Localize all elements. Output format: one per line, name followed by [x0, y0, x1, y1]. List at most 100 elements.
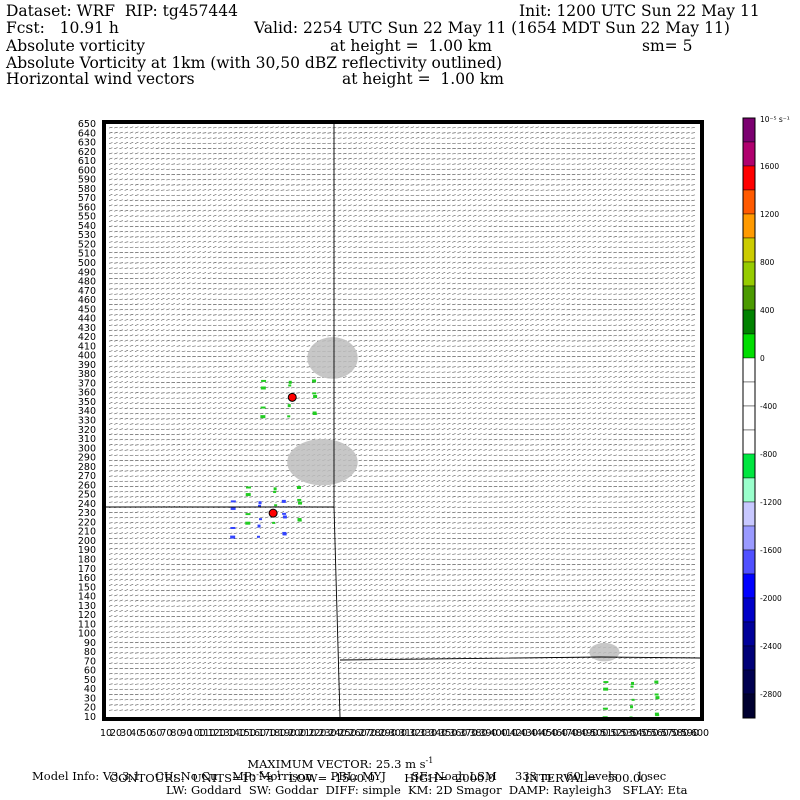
x-tick-label: 240 — [328, 728, 346, 739]
x-tick-label: 140 — [228, 728, 246, 739]
reflectivity-region — [589, 642, 620, 662]
colorbar-swatch — [742, 261, 756, 287]
vorticity-patch — [631, 681, 635, 685]
vorticity-patch — [312, 392, 317, 395]
colorbar-label: -2800 — [760, 690, 782, 699]
y-tick-label: 530 — [78, 230, 96, 241]
y-tick-label: 650 — [78, 119, 96, 130]
boundary-line — [106, 124, 335, 508]
colorbar-label: -400 — [760, 402, 777, 411]
x-tick-label: 40 — [130, 728, 142, 739]
vorticity-patch — [260, 415, 266, 419]
y-tick-label: 40 — [84, 684, 96, 695]
y-tick-label: 30 — [84, 693, 96, 704]
y-tick-label: 540 — [78, 221, 96, 232]
x-tick-label: 500 — [590, 728, 608, 739]
vorticity-patch — [297, 518, 302, 522]
x-tick-label: 120 — [208, 728, 226, 739]
y-tick-label: 80 — [84, 647, 96, 658]
colorbar-label: 800 — [760, 258, 775, 267]
field1-name: Absolute vorticity — [6, 37, 145, 55]
y-tick-label: 160 — [78, 573, 96, 584]
y-tick-label: 310 — [78, 434, 96, 445]
contours-info: CONTOURS: UNITS=10-5 s-1 LOW= -1500.0 HI… — [109, 770, 648, 785]
y-tick-label: 120 — [78, 610, 96, 621]
x-tick-label: 470 — [560, 728, 578, 739]
vorticity-patch — [631, 698, 635, 701]
colorbar-swatch — [742, 573, 756, 599]
x-tick-label: 130 — [218, 728, 236, 739]
y-tick-label: 200 — [78, 536, 96, 547]
field3-name: Horizontal wind vectors — [6, 70, 195, 88]
dataset-label: Dataset: WRF RIP: tg457444 — [6, 2, 238, 20]
x-tick-label: 10 — [100, 728, 112, 739]
x-tick-label: 320 — [409, 728, 427, 739]
colorbar-swatch — [742, 405, 756, 431]
x-tick-label: 510 — [600, 728, 618, 739]
vorticity-patch — [245, 486, 251, 489]
y-tick-label: 90 — [84, 638, 96, 649]
y-tick-label: 390 — [78, 360, 96, 371]
vorticity-patch — [258, 504, 262, 507]
y-tick-label: 130 — [78, 601, 96, 612]
colorbar-label: 1200 — [760, 210, 779, 219]
x-tick-label: 370 — [459, 728, 477, 739]
x-tick-label: 480 — [570, 728, 588, 739]
y-tick-label: 250 — [78, 490, 96, 501]
x-tick-label: 450 — [540, 728, 558, 739]
y-tick-label: 230 — [78, 508, 96, 519]
y-tick-label: 460 — [78, 295, 96, 306]
plot-frame — [102, 120, 704, 721]
y-tick-label: 10 — [84, 712, 96, 723]
x-tick-label: 380 — [469, 728, 487, 739]
y-tick-label: 520 — [78, 239, 96, 250]
y-tick-label: 20 — [84, 703, 96, 714]
vorticity-patch — [654, 680, 659, 684]
y-tick-label: 500 — [78, 258, 96, 269]
y-tick-label: 300 — [78, 443, 96, 454]
vorticity-patch — [630, 705, 634, 709]
vorticity-patch — [282, 515, 287, 519]
x-tick-label: 200 — [288, 728, 306, 739]
vorticity-patch — [273, 491, 277, 494]
y-tick-label: 410 — [78, 341, 96, 352]
vorticity-patch — [259, 518, 263, 521]
y-tick-label: 440 — [78, 314, 96, 325]
vorticity-patch — [258, 501, 262, 505]
colorbar-swatch — [742, 477, 756, 503]
boundary-lines — [106, 124, 701, 718]
x-tick-label: 600 — [691, 728, 709, 739]
boundary-line — [339, 656, 701, 661]
y-tick-label: 340 — [78, 406, 96, 417]
colorbar-swatch — [742, 357, 756, 383]
vorticity-patch — [230, 500, 236, 503]
vorticity-patch — [230, 526, 236, 529]
x-tick-label: 540 — [631, 728, 649, 739]
vorticity-patch — [288, 380, 292, 384]
y-tick-label: 290 — [78, 453, 96, 464]
colorbar-label: -1600 — [760, 546, 782, 555]
vorticity-patch — [282, 512, 287, 515]
x-tick-label: 180 — [268, 728, 286, 739]
vorticity-patch — [287, 415, 291, 418]
vorticity-patch — [655, 696, 660, 700]
reflectivity-region — [287, 439, 358, 486]
forecast-hour-label: Fcst: 10.91 h — [6, 19, 119, 37]
x-tick-label: 530 — [620, 728, 638, 739]
y-tick-label: 110 — [78, 619, 96, 630]
y-tick-label: 100 — [78, 629, 96, 640]
vorticity-patch — [298, 501, 303, 505]
vorticity-patch — [630, 685, 634, 688]
y-tick-label: 450 — [78, 304, 96, 315]
field2-name: Absolute Vorticity at 1km (with 30,50 dB… — [6, 54, 503, 72]
y-tick-label: 170 — [78, 564, 96, 575]
y-tick-label: 420 — [78, 332, 96, 343]
x-tick-label: 390 — [480, 728, 498, 739]
x-tick-label: 300 — [389, 728, 407, 739]
x-tick-label: 440 — [530, 728, 548, 739]
colorbar-swatch — [742, 285, 756, 311]
x-tick-label: 280 — [369, 728, 387, 739]
vorticity-patch — [281, 499, 286, 503]
vorticity-patch — [297, 498, 302, 501]
x-tick-label: 340 — [429, 728, 447, 739]
